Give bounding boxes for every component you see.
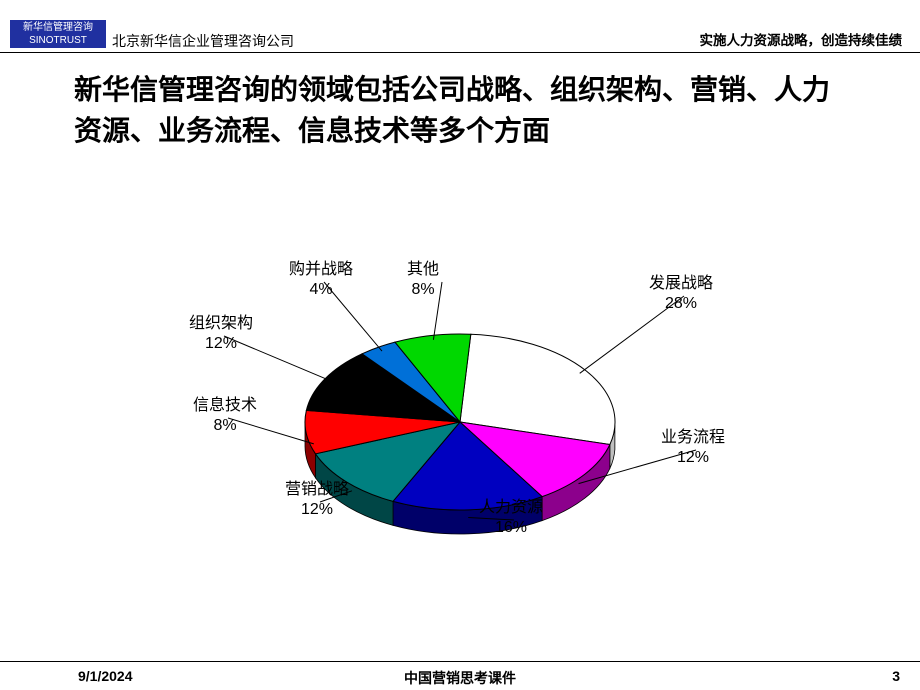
pie-chart: 发展战略28% 业务流程12% 人力资源16% 营销战略12% 信息技术8% 组织架构12… <box>175 250 745 590</box>
logo-text-2: SINOTRUST <box>29 35 87 46</box>
footer-bar: 9/1/2024 中国营销思考课件 3 <box>0 661 920 668</box>
pie-label: 其他8% <box>407 260 439 300</box>
company-name: 北京新华信企业管理咨询公司 <box>112 31 294 51</box>
footer-center: 中国营销思考课件 <box>0 668 920 688</box>
pie-label: 购并战略4% <box>289 260 353 300</box>
footer-page: 3 <box>892 668 900 684</box>
slide: 新华信管理咨询 SINOTRUST 北京新华信企业管理咨询公司 实施人力资源战略… <box>0 0 920 690</box>
pie-label: 营销战略12% <box>285 480 349 520</box>
company-logo: 新华信管理咨询 SINOTRUST <box>10 20 106 48</box>
pie-label: 发展战略28% <box>649 274 713 314</box>
slide-title: 新华信管理咨询的领域包括公司战略、组织架构、营销、人力资源、业务流程、信息技术等… <box>74 70 850 151</box>
header-bar: 新华信管理咨询 SINOTRUST 北京新华信企业管理咨询公司 实施人力资源战略… <box>0 25 920 53</box>
pie-label: 业务流程12% <box>661 428 725 468</box>
pie-label: 组织架构12% <box>189 314 253 354</box>
logo-text-1: 新华信管理咨询 <box>23 22 93 33</box>
pie-label: 信息技术8% <box>193 396 257 436</box>
tagline: 实施人力资源战略，创造持续佳绩 <box>700 29 903 49</box>
pie-label: 人力资源16% <box>479 498 543 538</box>
